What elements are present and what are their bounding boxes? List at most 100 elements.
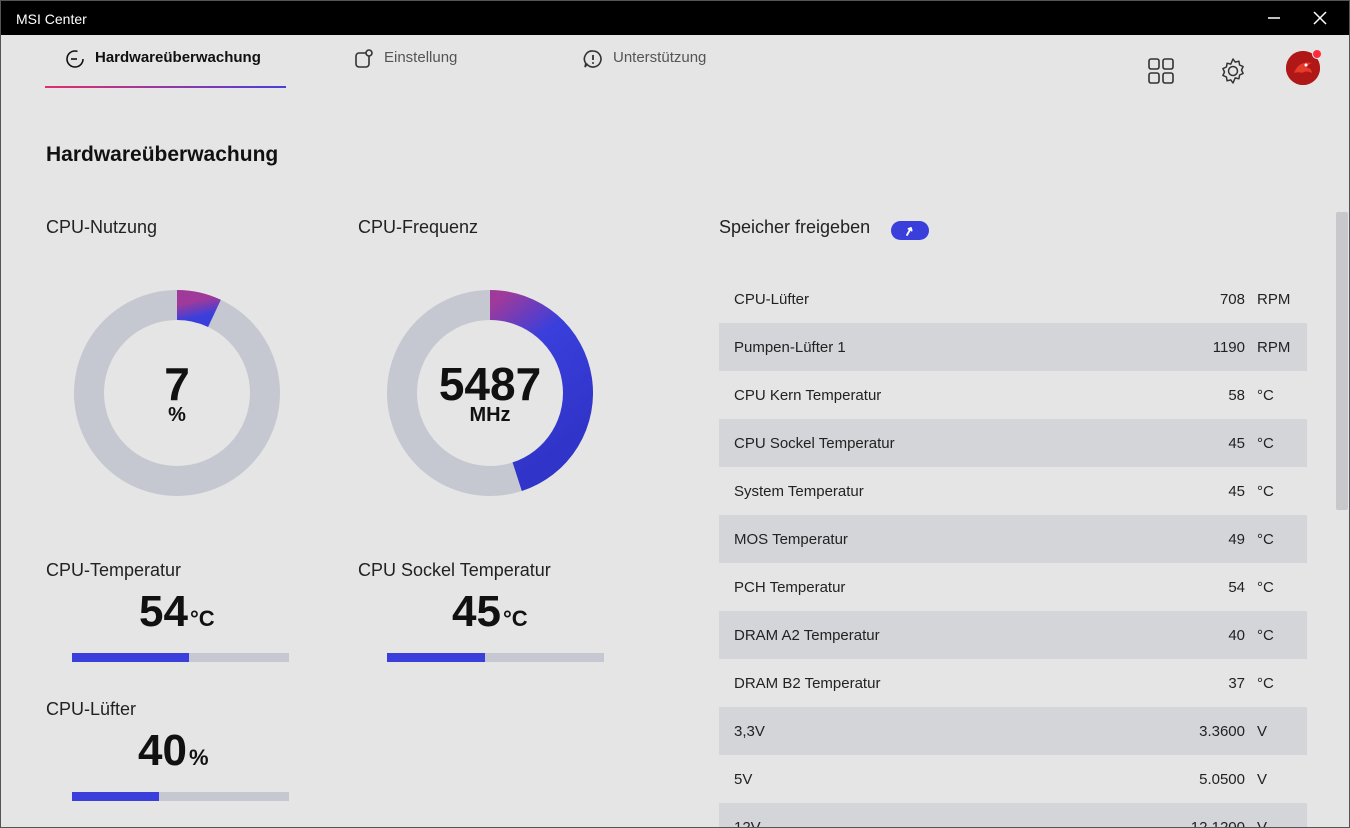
bar-fill xyxy=(72,792,159,801)
sensor-name: DRAM A2 Temperatur xyxy=(734,627,880,644)
gear-icon xyxy=(1222,58,1244,84)
sensor-unit: V xyxy=(1257,723,1268,740)
sensor-value: 5.0500 xyxy=(1199,771,1245,788)
sensor-name: Pumpen-Lüfter 1 xyxy=(734,339,846,356)
sensor-unit: RPM xyxy=(1257,291,1291,308)
bar-fill xyxy=(387,653,485,662)
tab-label: Hardwareüberwachung xyxy=(95,49,261,66)
apps-grid-button[interactable] xyxy=(1143,53,1179,89)
sensor-row: Pumpen-Lüfter 1 1190 RPM xyxy=(719,323,1307,371)
sensor-row: MOS Temperatur 49 °C xyxy=(719,515,1307,563)
sensor-value: 3.3600 xyxy=(1199,723,1245,740)
cpu-usage-value: 7 xyxy=(164,358,190,410)
tab-label: Einstellung xyxy=(384,49,458,66)
avatar[interactable] xyxy=(1286,49,1322,85)
socket-temperature-bar xyxy=(387,653,604,662)
memory-release-label: Speicher freigeben xyxy=(719,217,871,237)
window-title: MSI Center xyxy=(16,11,87,27)
sensor-unit: V xyxy=(1257,771,1268,788)
tab-label: Unterstützung xyxy=(613,49,707,66)
active-tab-indicator xyxy=(45,86,286,88)
tab-support[interactable]: Unterstützung xyxy=(583,49,706,89)
cpu-temperature-label: CPU-Temperatur xyxy=(46,560,182,580)
sensor-value: 708 xyxy=(1219,291,1245,308)
gauge-arc xyxy=(176,290,221,328)
sensor-row: CPU Sockel Temperatur 45 °C xyxy=(719,419,1307,467)
sensor-name: CPU-Lüfter xyxy=(734,291,810,308)
sensor-unit: °C xyxy=(1257,579,1274,596)
cpu-frequency-gauge xyxy=(387,290,593,496)
cpu-fan-unit: % xyxy=(188,745,209,770)
sensor-row: PCH Temperatur 54 °C xyxy=(719,563,1307,611)
cpu-fan-bar xyxy=(72,792,289,801)
cpu-fan-reading: 40% xyxy=(138,726,209,776)
minimize-button[interactable] xyxy=(1251,1,1297,35)
sensor-row: 5V 5.0500 V xyxy=(719,755,1307,803)
sensor-row: System Temperatur 45 °C xyxy=(719,467,1307,515)
cpu-frequency-unit: MHz xyxy=(469,404,511,426)
sensor-row: 3,3V 3.3600 V xyxy=(719,707,1307,755)
gauge-icon xyxy=(65,49,85,69)
sensor-row: CPU-Lüfter 708 RPM xyxy=(719,275,1307,323)
sensor-value: 37 xyxy=(1228,675,1245,692)
sensor-name: DRAM B2 Temperatur xyxy=(734,675,881,692)
apps-grid-icon xyxy=(1148,58,1174,84)
socket-temperature-reading: 45 °C xyxy=(452,587,528,637)
sensor-value: 12.1200 xyxy=(1190,819,1245,828)
sensor-unit: V xyxy=(1257,819,1268,828)
sensor-scrollbar[interactable] xyxy=(1335,212,1349,827)
support-icon xyxy=(583,49,603,69)
socket-temperature-unit: °C xyxy=(502,606,528,631)
sensor-name: PCH Temperatur xyxy=(734,579,846,596)
sensor-row: DRAM A2 Temperatur 40 °C xyxy=(719,611,1307,659)
sensor-value: 45 xyxy=(1228,483,1245,500)
tab-hardware-monitor[interactable]: Hardwareüberwachung xyxy=(65,49,261,89)
close-button[interactable] xyxy=(1297,1,1343,35)
cpu-temperature-unit: °C xyxy=(189,606,215,631)
settings-button[interactable] xyxy=(1215,53,1251,89)
sensor-name: 3,3V xyxy=(734,723,765,740)
sensor-value: 40 xyxy=(1228,627,1245,644)
sensor-value: 1190 xyxy=(1212,339,1245,356)
socket-temperature-value: 45 xyxy=(452,587,501,636)
cpu-temperature-value: 54 xyxy=(139,587,188,636)
title-bar: MSI Center xyxy=(1,1,1349,35)
top-nav: Hardwareüberwachung Einstellung Unterstü… xyxy=(1,35,1349,95)
sensor-unit: °C xyxy=(1257,387,1274,404)
sensor-value: 49 xyxy=(1228,531,1245,548)
sensor-value: 54 xyxy=(1228,579,1245,596)
dragon-logo-icon xyxy=(1286,51,1320,85)
sensor-name: CPU Sockel Temperatur xyxy=(734,435,895,452)
sensor-unit: °C xyxy=(1257,627,1274,644)
cpu-fan-value: 40 xyxy=(138,726,187,775)
scrollbar-thumb[interactable] xyxy=(1336,212,1348,510)
sensor-name: 5V xyxy=(734,771,753,788)
memory-release-button[interactable] xyxy=(891,221,929,240)
tab-settings[interactable]: Einstellung xyxy=(354,49,457,89)
settings-square-icon xyxy=(354,49,374,69)
cpu-usage-unit: % xyxy=(168,404,186,426)
cpu-usage-label: CPU-Nutzung xyxy=(46,217,158,237)
sensor-row: 12V 12.1200 V xyxy=(719,803,1307,828)
cpu-temperature-reading: 54 °C xyxy=(139,587,215,637)
page-title: Hardwareüberwachung xyxy=(46,143,279,166)
cpu-temperature-bar xyxy=(72,653,289,662)
sensor-unit: RPM xyxy=(1257,339,1291,356)
cpu-frequency-label: CPU-Frequenz xyxy=(358,217,479,237)
sensor-name: MOS Temperatur xyxy=(734,531,848,548)
sensor-row: DRAM B2 Temperatur 37 °C xyxy=(719,659,1307,707)
cpu-usage-gauge xyxy=(74,290,280,496)
cpu-frequency-value: 5487 xyxy=(438,358,542,410)
sensor-name: 12V xyxy=(734,819,761,828)
sensor-unit: °C xyxy=(1257,435,1274,452)
bar-fill xyxy=(72,653,190,662)
sensor-unit: °C xyxy=(1257,531,1274,548)
sensor-unit: °C xyxy=(1257,675,1274,692)
sensor-unit: °C xyxy=(1257,483,1274,500)
close-icon xyxy=(1313,11,1327,25)
gauge-arc xyxy=(489,290,593,491)
notification-badge xyxy=(1312,49,1322,59)
minimize-icon xyxy=(1268,17,1280,19)
sensor-name: CPU Kern Temperatur xyxy=(734,387,882,404)
